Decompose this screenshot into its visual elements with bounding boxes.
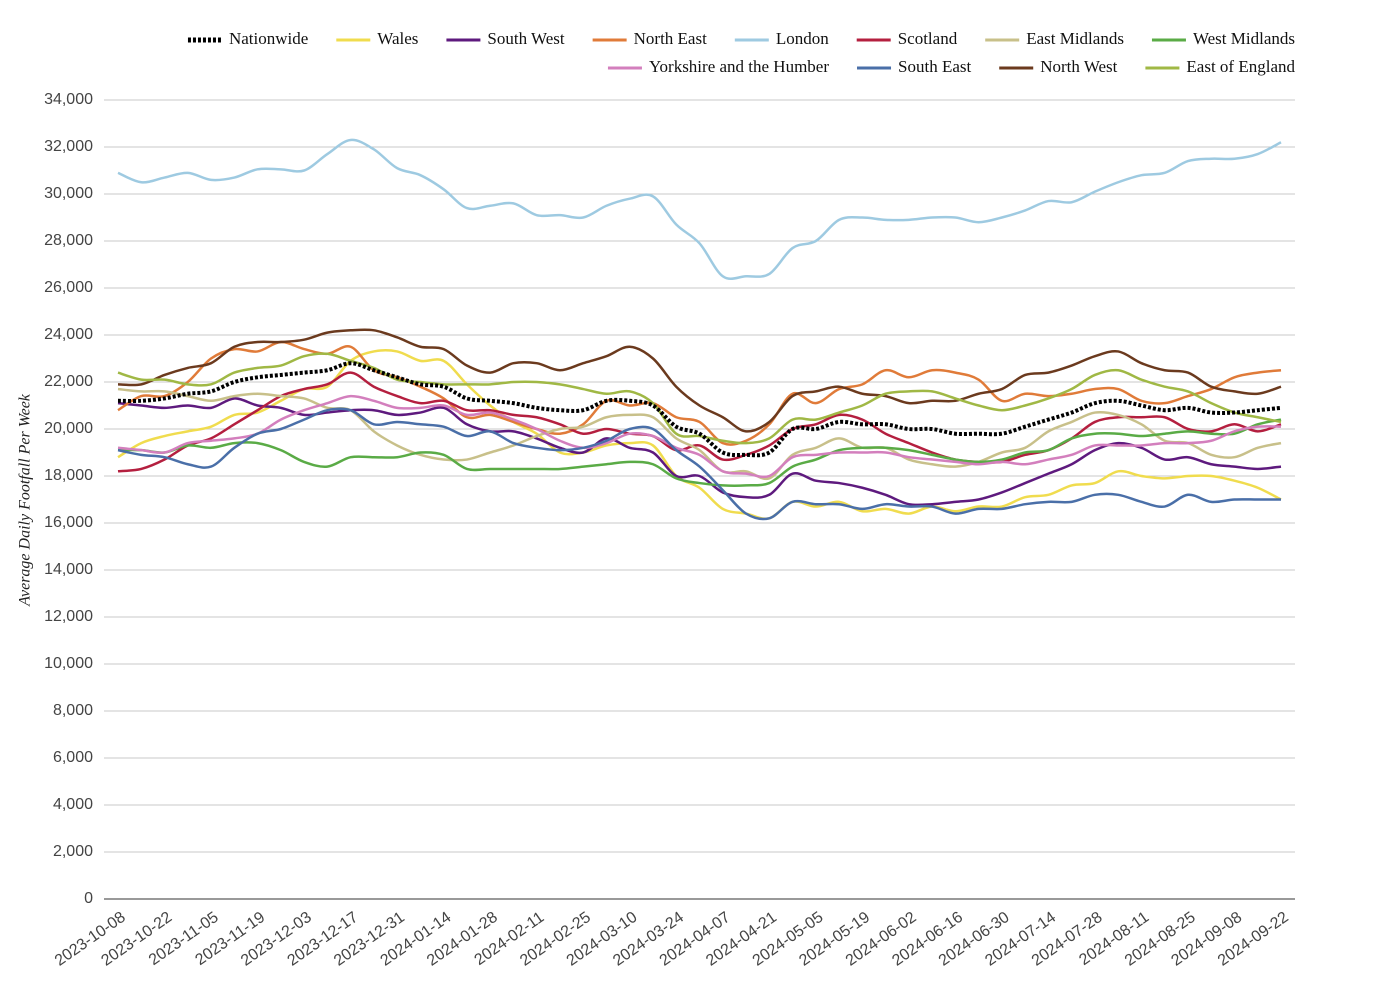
y-tick-label: 0 bbox=[84, 890, 93, 907]
y-axis-label: Average Daily Footfall Per Week bbox=[17, 393, 34, 607]
series-line bbox=[117, 394, 1282, 479]
legend-item: Wales bbox=[336, 29, 418, 48]
legend-item: Yorkshire and the Humber bbox=[607, 57, 829, 76]
series-line bbox=[117, 138, 1282, 281]
y-tick-label: 12,000 bbox=[44, 608, 93, 625]
legend-label: London bbox=[776, 29, 829, 48]
series-line bbox=[117, 397, 1282, 507]
y-tick-label: 10,000 bbox=[44, 655, 93, 672]
y-tick-label: 2,000 bbox=[53, 843, 93, 860]
legend-label: Scotland bbox=[898, 29, 958, 48]
series-line bbox=[117, 387, 1282, 481]
legend-item: South East bbox=[857, 57, 971, 76]
series-line bbox=[117, 361, 1282, 458]
legend-label: South West bbox=[487, 29, 564, 48]
legend-label: Nationwide bbox=[229, 29, 308, 48]
legend-label: Yorkshire and the Humber bbox=[649, 57, 829, 76]
y-tick-label: 32,000 bbox=[44, 138, 93, 155]
y-tick-label: 16,000 bbox=[44, 514, 93, 531]
y-tick-label: 34,000 bbox=[44, 91, 93, 108]
legend-item: Scotland bbox=[856, 29, 958, 48]
legend-item: Nationwide bbox=[187, 29, 308, 48]
y-tick-label: 24,000 bbox=[44, 326, 93, 343]
legend-label: East of England bbox=[1186, 57, 1295, 76]
y-tick-label: 28,000 bbox=[44, 232, 93, 249]
y-tick-label: 22,000 bbox=[44, 373, 93, 390]
legend-label: South East bbox=[898, 57, 971, 76]
legend-item: London bbox=[734, 29, 829, 48]
y-tick-label: 8,000 bbox=[53, 702, 93, 719]
legend-item: East Midlands bbox=[985, 29, 1124, 48]
series-line bbox=[117, 418, 1282, 487]
y-tick-label: 30,000 bbox=[44, 185, 93, 202]
legend-item: South West bbox=[446, 29, 565, 48]
legend-item: North West bbox=[999, 57, 1118, 76]
series-line bbox=[117, 352, 1282, 445]
legend-label: West Midlands bbox=[1193, 29, 1295, 48]
legend-item: East of England bbox=[1145, 57, 1295, 76]
series-line bbox=[117, 340, 1282, 446]
legend-item: North East bbox=[592, 29, 707, 48]
y-tick-label: 26,000 bbox=[44, 279, 93, 296]
y-tick-label: 6,000 bbox=[53, 749, 93, 766]
y-tick-label: 18,000 bbox=[44, 467, 93, 484]
series-line bbox=[117, 328, 1282, 433]
series-line bbox=[117, 407, 1281, 521]
legend-label: Wales bbox=[377, 29, 418, 48]
series-line bbox=[117, 371, 1282, 473]
legend-item: West Midlands bbox=[1151, 29, 1295, 48]
y-tick-label: 14,000 bbox=[44, 561, 93, 578]
y-tick-label: 20,000 bbox=[44, 420, 93, 437]
legend-label: East Midlands bbox=[1026, 29, 1124, 48]
legend-label: North West bbox=[1040, 57, 1117, 76]
y-tick-label: 4,000 bbox=[53, 796, 93, 813]
legend-label: North East bbox=[634, 29, 707, 48]
